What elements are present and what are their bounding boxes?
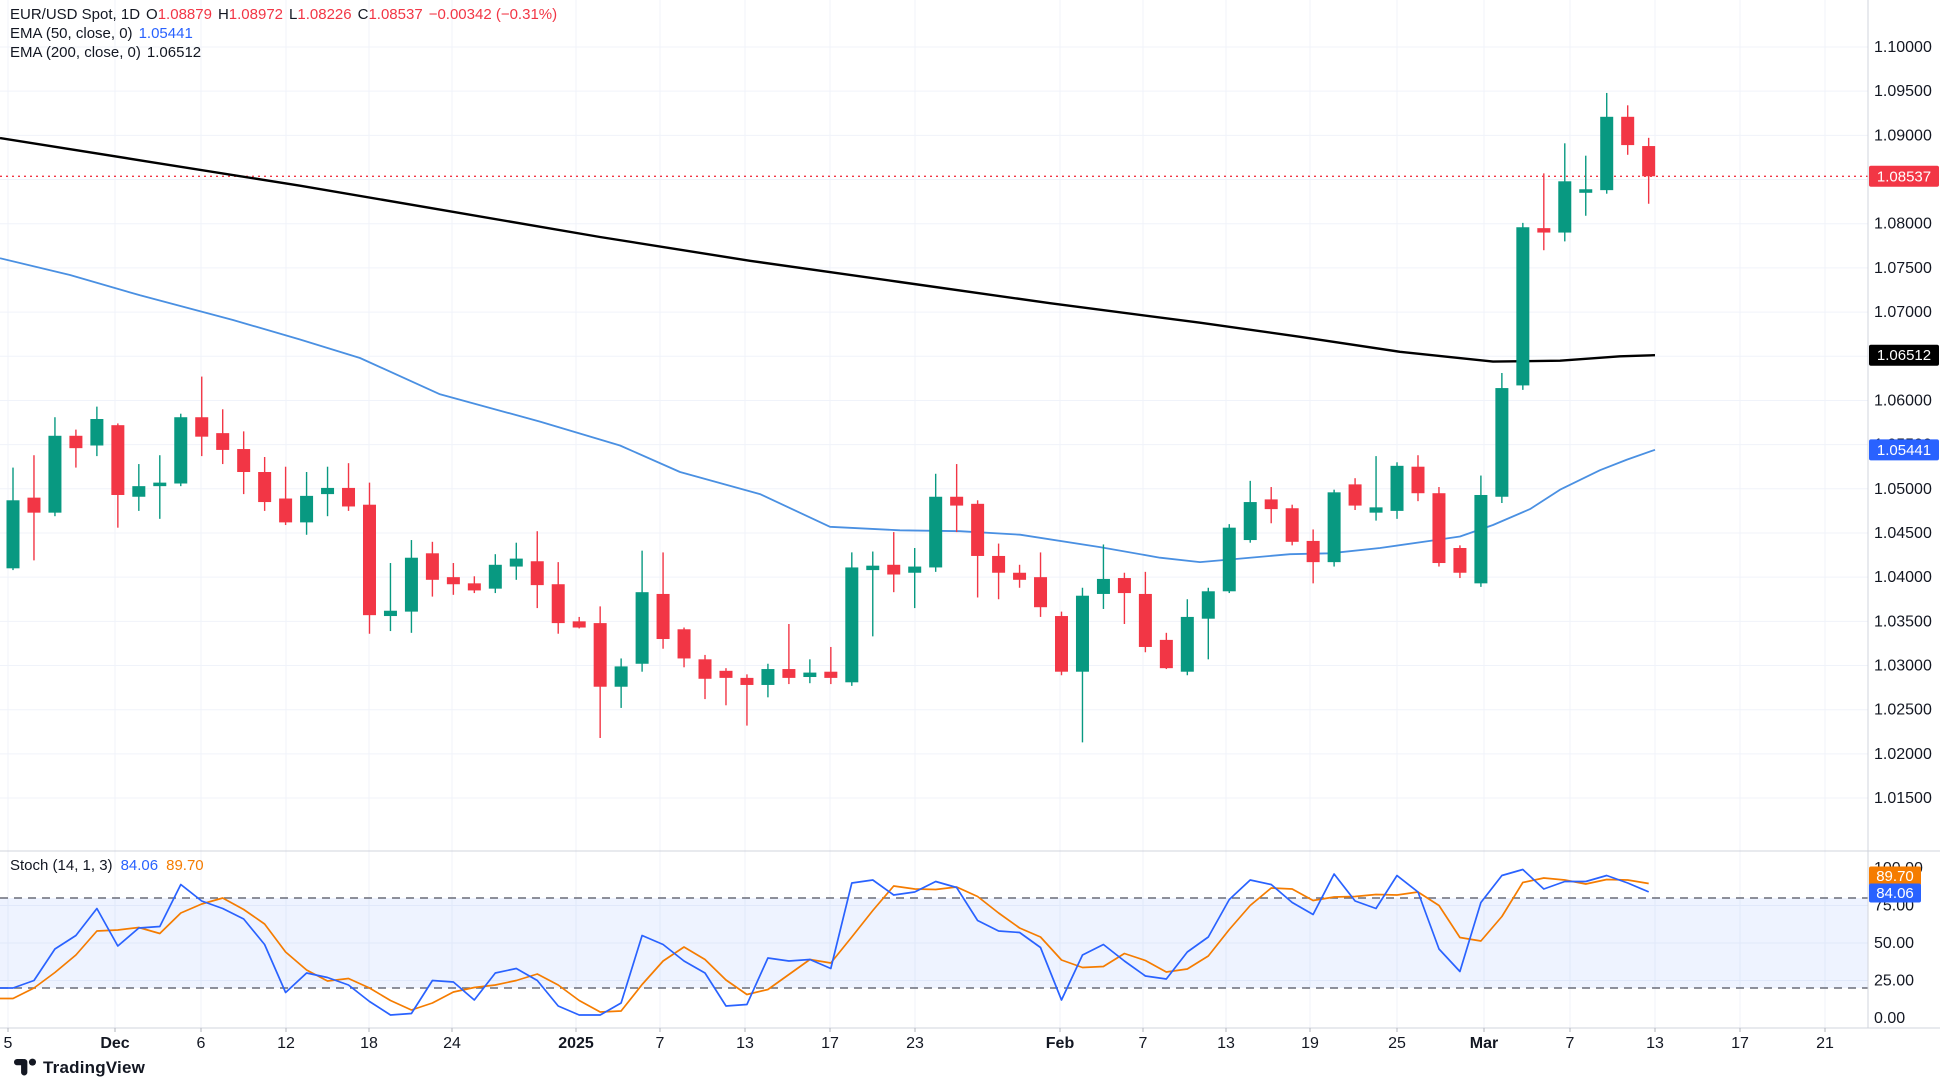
svg-text:13: 13 [736,1035,754,1052]
svg-text:1.06000: 1.06000 [1874,392,1932,409]
svg-text:1.02000: 1.02000 [1874,746,1932,763]
svg-text:1.10000: 1.10000 [1874,39,1932,56]
svg-text:17: 17 [821,1035,839,1052]
ema50-name: EMA (50, close, 0) [10,25,133,42]
tradingview-logo-icon [14,1058,36,1076]
svg-text:1.09500: 1.09500 [1874,83,1932,100]
stoch-name: Stoch (14, 1, 3) [10,857,113,874]
svg-text:7: 7 [1139,1035,1148,1052]
svg-text:19: 19 [1301,1035,1319,1052]
svg-text:Dec: Dec [100,1035,129,1052]
svg-text:2025: 2025 [558,1035,594,1052]
symbol-legend-row[interactable]: EUR/USD Spot, 1D O1.08879 H1.08972 L1.08226… [10,5,563,24]
ema200-legend-row[interactable]: EMA (200, close, 0) 1.06512 [10,43,563,62]
svg-text:1.05000: 1.05000 [1874,481,1932,498]
svg-text:1.07500: 1.07500 [1874,260,1932,277]
svg-text:1.03000: 1.03000 [1874,658,1932,675]
tradingview-wordmark: TradingView [43,1058,146,1077]
ema50-legend-row[interactable]: EMA (50, close, 0) 1.05441 [10,24,563,43]
svg-text:7: 7 [1566,1035,1575,1052]
open-value: 1.08879 [157,6,212,23]
svg-text:1.07000: 1.07000 [1874,304,1932,321]
svg-text:84.06: 84.06 [1876,885,1914,902]
stoch-legend-row[interactable]: Stoch (14, 1, 3) 84.06 89.70 [10,857,212,874]
close-key: C [357,6,369,23]
svg-text:12: 12 [277,1035,295,1052]
low-value: 1.08226 [297,6,352,23]
svg-text:0.00: 0.00 [1874,1010,1905,1027]
tradingview-attribution[interactable]: TradingView [14,1058,145,1078]
svg-text:7: 7 [656,1035,665,1052]
svg-text:21: 21 [1816,1035,1834,1052]
svg-text:50.00: 50.00 [1874,935,1914,952]
svg-text:Mar: Mar [1470,1035,1498,1052]
svg-text:24: 24 [443,1035,461,1052]
svg-text:13: 13 [1217,1035,1235,1052]
svg-text:1.01500: 1.01500 [1874,790,1932,807]
svg-text:1.08000: 1.08000 [1874,216,1932,233]
svg-text:5: 5 [4,1035,13,1052]
svg-text:1.05441: 1.05441 [1877,442,1931,459]
svg-text:13: 13 [1646,1035,1664,1052]
svg-text:23: 23 [906,1035,924,1052]
low-key: L [289,6,298,23]
symbol-title: EUR/USD Spot, 1D [10,6,141,23]
stoch-k-value: 84.06 [120,857,159,874]
svg-text:Feb: Feb [1046,1035,1075,1052]
stoch-d-value: 89.70 [166,857,204,874]
svg-text:1.04500: 1.04500 [1874,525,1932,542]
svg-text:6: 6 [197,1035,206,1052]
high-key: H [217,6,229,23]
high-value: 1.08972 [228,6,284,23]
svg-text:1.09000: 1.09000 [1874,127,1932,144]
open-key: O [146,6,158,23]
ema200-name: EMA (200, close, 0) [10,44,141,61]
svg-text:25.00: 25.00 [1874,973,1914,990]
main-legend[interactable]: EUR/USD Spot, 1D O1.08879 H1.08972 L1.08226… [10,5,563,62]
ema50-value: 1.05441 [138,25,193,42]
svg-text:1.02500: 1.02500 [1874,702,1932,719]
svg-text:1.06512: 1.06512 [1877,347,1931,364]
change-value: −0.00342 (−0.31%) [428,6,558,23]
svg-text:1.08537: 1.08537 [1877,168,1931,185]
ema200-value: 1.06512 [146,44,202,61]
svg-text:89.70: 89.70 [1876,868,1914,885]
svg-text:1.04000: 1.04000 [1874,569,1932,586]
svg-text:18: 18 [360,1035,378,1052]
svg-text:25: 25 [1388,1035,1406,1052]
close-value: 1.08537 [368,6,423,23]
svg-text:1.03500: 1.03500 [1874,613,1932,630]
svg-text:17: 17 [1731,1035,1749,1052]
